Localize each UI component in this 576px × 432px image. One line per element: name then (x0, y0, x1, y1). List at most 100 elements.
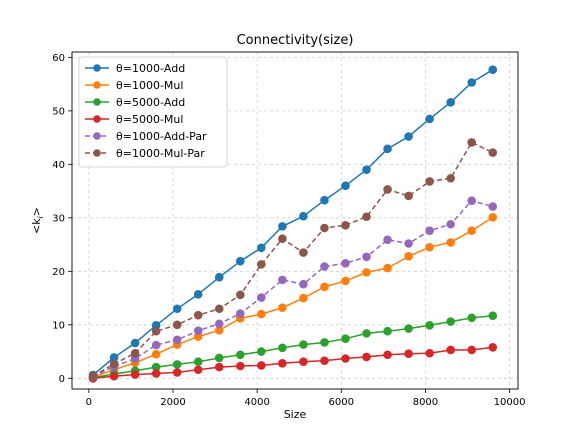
data-point (446, 317, 455, 326)
data-point (214, 319, 224, 329)
data-point (467, 313, 477, 323)
y-tick-label: 50 (52, 106, 65, 117)
data-point (488, 342, 498, 352)
legend-label: θ=1000-Mul (116, 79, 183, 92)
data-point (383, 144, 392, 154)
legend-label: θ=1000-Mul-Par (116, 147, 205, 160)
data-point (299, 293, 308, 303)
data-point (446, 345, 455, 355)
data-point (88, 371, 98, 381)
data-point (320, 338, 329, 347)
legend-marker (93, 115, 101, 123)
legend-marker (93, 149, 101, 157)
data-point (467, 226, 477, 235)
series-5 (88, 138, 498, 381)
legend-entry: θ=5000-Add (85, 96, 185, 109)
y-tick-label: 40 (52, 160, 65, 171)
data-point (362, 252, 371, 262)
data-point (214, 362, 224, 372)
x-tick-label: 6000 (329, 397, 354, 408)
data-point (467, 138, 477, 147)
legend-marker (93, 81, 101, 89)
legend-entry: θ=1000-Add-Par (85, 130, 207, 143)
series-line (92, 69, 494, 376)
data-point (214, 353, 224, 363)
legend-label: θ=1000-Add (116, 62, 185, 75)
data-point (362, 268, 371, 277)
data-point (236, 361, 245, 371)
data-point (299, 211, 308, 221)
y-tick-label: 10 (52, 320, 65, 331)
legend-entry: θ=5000-Mul (85, 113, 183, 126)
data-point (172, 360, 182, 369)
data-point (257, 243, 266, 253)
legend-marker (93, 64, 101, 72)
data-point (341, 258, 350, 268)
data-point (193, 290, 203, 299)
data-point (278, 343, 287, 353)
data-point (425, 114, 434, 124)
data-point (446, 219, 455, 229)
data-point (383, 185, 392, 194)
data-point (278, 303, 287, 312)
data-point (299, 279, 308, 289)
data-point (425, 242, 434, 252)
data-point (193, 357, 203, 367)
data-point (151, 349, 161, 359)
data-point (278, 222, 287, 231)
y-tick-label: 20 (52, 267, 65, 278)
axis-ticks: 0 2000 4000 6000 8000 10000 0 10 20 30 40 50 60 (52, 53, 525, 408)
data-point (257, 260, 266, 269)
data-point (278, 234, 287, 243)
x-tick-label: 4000 (244, 397, 269, 408)
series-layer (88, 65, 498, 383)
data-point (257, 347, 266, 356)
legend-label: θ=5000-Mul (116, 113, 183, 126)
data-point (320, 356, 329, 365)
data-point (341, 354, 350, 363)
y-axis-label-part: > (30, 207, 43, 216)
data-point (320, 223, 329, 233)
x-tick-label: 2000 (160, 397, 185, 408)
data-point (467, 78, 477, 87)
legend-entry: θ=1000-Mul (85, 79, 183, 92)
data-point (299, 357, 308, 367)
data-point (193, 326, 203, 335)
data-point (362, 352, 371, 362)
data-point (299, 340, 308, 349)
data-point (446, 173, 455, 183)
data-point (257, 361, 266, 370)
y-axis-label-text: <ki> (30, 207, 45, 234)
data-point (404, 252, 413, 261)
data-point (130, 338, 140, 348)
x-tick-label: 8000 (413, 397, 438, 408)
data-point (404, 132, 413, 141)
data-point (193, 365, 203, 375)
data-point (341, 276, 350, 286)
data-point (488, 311, 498, 321)
data-point (404, 324, 413, 333)
data-point (404, 191, 413, 201)
data-point (404, 239, 413, 248)
y-axis-label-subscript: i (36, 215, 45, 218)
data-point (383, 326, 392, 336)
data-point (362, 212, 371, 222)
data-point (172, 335, 182, 345)
data-point (341, 221, 350, 230)
legend-label: θ=5000-Add (116, 96, 185, 109)
data-point (236, 309, 245, 318)
data-point (467, 345, 477, 355)
data-point (151, 326, 161, 336)
x-tick-label: 10000 (494, 397, 526, 408)
data-point (214, 272, 224, 282)
data-point (320, 262, 329, 271)
data-point (236, 350, 245, 360)
data-point (467, 196, 477, 206)
data-point (341, 334, 350, 344)
data-point (172, 304, 182, 314)
legend: θ=1000-Add θ=1000-Mul θ=5000-Add θ=5000-Mul… (78, 56, 228, 168)
data-point (236, 256, 245, 266)
data-point (172, 320, 182, 330)
data-point (130, 348, 140, 358)
data-point (299, 248, 308, 257)
